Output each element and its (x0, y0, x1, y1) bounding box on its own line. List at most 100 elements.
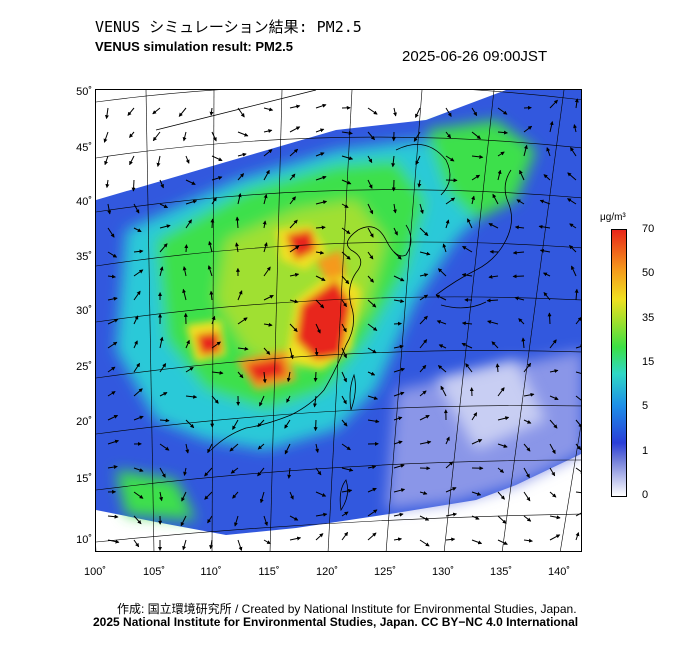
wind-arrow-icon (341, 131, 353, 135)
wind-arrow-icon (393, 321, 402, 326)
wind-arrow-icon (549, 467, 556, 477)
wind-arrow-icon (289, 126, 301, 133)
wind-arrow-icon (538, 224, 551, 229)
wind-arrow-icon (419, 515, 430, 521)
lon-label: 135˚ (489, 566, 513, 578)
wind-arrow-icon (546, 147, 551, 157)
wind-arrow-icon (259, 395, 265, 407)
wind-arrow-icon (104, 155, 109, 166)
copyright-line: 2025 National Institute for Environmenta… (93, 615, 579, 629)
wind-arrow-icon (419, 273, 429, 277)
wind-arrow-icon (549, 120, 554, 133)
wind-arrow-icon (315, 250, 325, 255)
wind-arrow-icon (211, 370, 224, 375)
lon-label: 100˚ (83, 566, 107, 578)
wind-arrow-icon (262, 220, 267, 229)
wind-arrow-icon (461, 273, 473, 277)
wind-arrow-icon (367, 419, 380, 424)
wind-arrow-icon (497, 443, 508, 448)
wind-arrow-icon (211, 176, 223, 181)
wind-arrow-icon (315, 275, 326, 281)
wind-arrow-icon (393, 107, 397, 117)
wind-arrow-icon (445, 107, 452, 117)
wind-arrow-icon (232, 419, 239, 430)
wind-arrow-icon (204, 491, 213, 500)
wind-arrow-icon (571, 265, 577, 277)
wind-arrow-icon (393, 275, 405, 282)
wind-arrow-icon (315, 491, 327, 497)
wind-arrow-icon (257, 419, 265, 428)
wind-arrow-icon (289, 491, 294, 500)
wind-arrow-icon (497, 151, 505, 157)
wind-arrow-icon (392, 203, 397, 214)
wind-arrow-icon (185, 199, 198, 205)
wind-arrow-icon (341, 155, 354, 161)
lat-label: 20˚ (76, 416, 92, 428)
wind-arrow-icon (393, 440, 403, 445)
lat-label: 45˚ (76, 142, 92, 154)
wind-arrow-icon (445, 461, 454, 469)
wind-arrow-icon (315, 512, 328, 517)
wind-arrow-icon (523, 144, 528, 157)
wind-arrow-icon (514, 225, 525, 230)
wind-arrow-icon (367, 251, 374, 260)
wind-arrow-icon (133, 315, 139, 325)
wind-arrow-icon (523, 443, 531, 452)
wind-arrow-icon (547, 312, 552, 325)
wind-arrow-icon (539, 199, 551, 205)
wind-arrow-icon (488, 274, 499, 279)
wind-arrow-icon (262, 371, 267, 384)
wind-arrow-icon (438, 344, 447, 349)
wind-arrow-icon (263, 193, 268, 205)
lat-label: 50˚ (76, 86, 92, 98)
wind-arrow-icon (211, 341, 221, 349)
wind-arrow-icon (289, 196, 296, 205)
wind-arrow-icon (133, 249, 144, 254)
wind-arrow-icon (107, 539, 120, 544)
wind-arrow-icon (341, 275, 350, 285)
wind-arrow-icon (313, 371, 318, 382)
wind-arrow-icon (211, 197, 217, 205)
wind-arrow-icon (491, 341, 499, 349)
wind-arrow-icon (569, 223, 577, 229)
wind-arrow-icon (183, 467, 188, 476)
title-english: VENUS simulation result: PM2.5 (95, 39, 293, 54)
wind-arrow-icon (237, 290, 243, 301)
lon-label: 125˚ (373, 566, 397, 578)
wind-arrow-icon (263, 107, 274, 112)
wind-arrow-icon (131, 179, 136, 192)
wind-arrow-icon (159, 224, 171, 229)
wind-arrow-icon (263, 322, 273, 327)
wind-arrow-icon (574, 98, 579, 109)
wind-arrow-icon (133, 362, 141, 373)
wind-arrow-icon (445, 436, 450, 445)
wind-arrow-icon (107, 391, 116, 397)
wind-arrow-icon (185, 419, 195, 429)
colorbar-unit: μg/m³ (600, 212, 626, 223)
wind-arrow-icon (257, 443, 265, 450)
wind-arrow-icon (415, 155, 421, 166)
wind-arrow-icon (341, 443, 351, 451)
lat-label: 35˚ (76, 251, 92, 263)
wind-arrow-icon (263, 266, 271, 277)
wind-arrow-icon (207, 443, 213, 454)
wind-arrow-icon (185, 179, 196, 185)
wind-arrow-icon (284, 443, 291, 455)
wind-arrow-icon (152, 107, 161, 115)
colorbar (611, 229, 627, 497)
wind-arrow-icon (159, 467, 166, 478)
wind-arrow-icon (263, 539, 271, 545)
wind-arrow-icon (229, 443, 239, 452)
wind-arrow-icon (497, 515, 507, 524)
wind-arrow-icon (437, 365, 447, 373)
wind-arrow-icon (341, 419, 348, 427)
wind-arrow-icon (341, 467, 354, 472)
wind-arrow-icon (419, 440, 432, 445)
wind-arrow-icon (133, 515, 142, 525)
wind-arrow-icon (419, 251, 431, 256)
wind-arrow-icon (159, 392, 168, 397)
wind-arrow-icon (393, 464, 405, 469)
wind-arrow-icon (393, 537, 403, 542)
lat-label: 30˚ (76, 305, 92, 317)
wind-arrow-icon (419, 203, 424, 215)
